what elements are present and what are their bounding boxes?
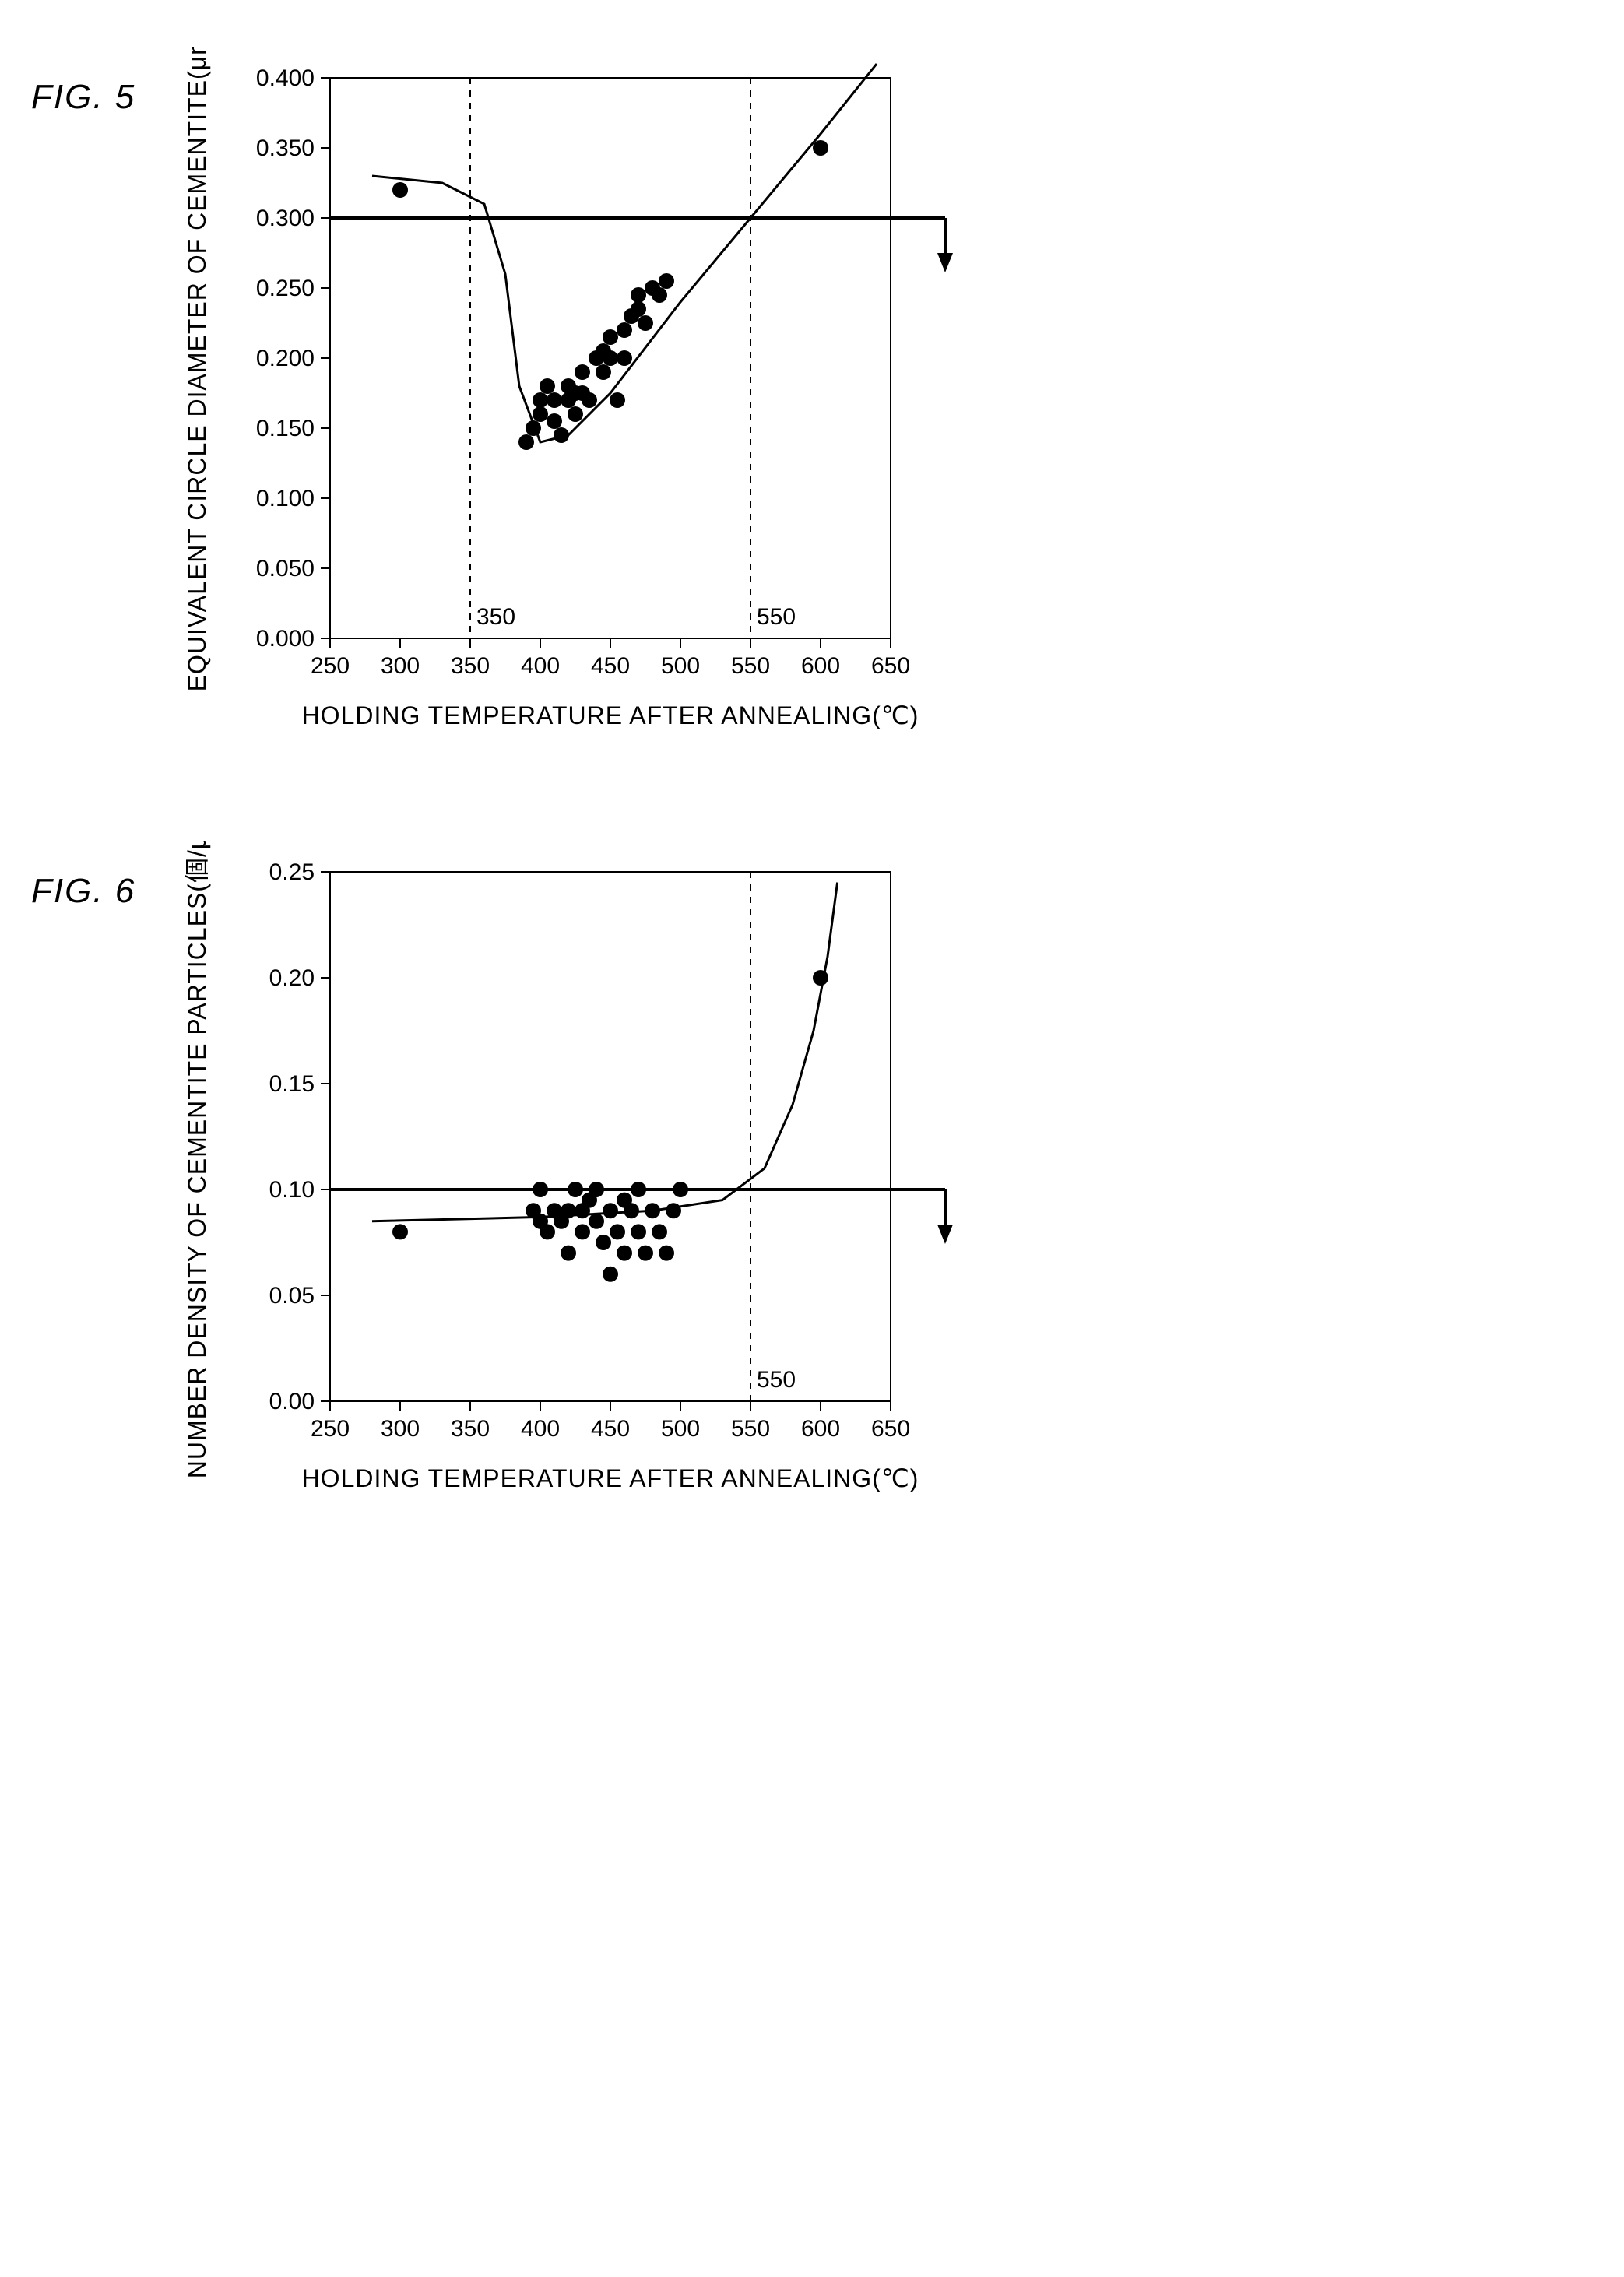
figure-6-label: FIG. 6 (31, 872, 135, 911)
svg-text:600: 600 (801, 1416, 840, 1442)
svg-text:250: 250 (311, 1416, 350, 1442)
svg-text:300: 300 (381, 653, 420, 679)
figure-5-chart: 2503003504004505005506006500.0000.0500.1… (167, 47, 984, 747)
svg-text:0.150: 0.150 (256, 416, 315, 441)
svg-text:250: 250 (311, 653, 350, 679)
svg-text:450: 450 (591, 653, 630, 679)
svg-text:0.000: 0.000 (256, 626, 315, 652)
svg-text:0.20: 0.20 (269, 965, 315, 991)
svg-text:350: 350 (451, 653, 490, 679)
svg-text:0.100: 0.100 (256, 486, 315, 511)
svg-text:550: 550 (731, 1416, 770, 1442)
svg-text:0.400: 0.400 (256, 65, 315, 91)
svg-text:600: 600 (801, 653, 840, 679)
figure-6-block: FIG. 6 2503003504004505005506006500.000.… (31, 841, 1593, 1510)
svg-text:HOLDING TEMPERATURE AFTER ANNE: HOLDING TEMPERATURE AFTER ANNEALING(℃) (302, 1464, 919, 1492)
svg-text:400: 400 (521, 1416, 560, 1442)
svg-text:0.200: 0.200 (256, 346, 315, 371)
svg-text:650: 650 (871, 1416, 910, 1442)
svg-text:550: 550 (757, 604, 796, 630)
svg-text:0.050: 0.050 (256, 556, 315, 582)
svg-text:350: 350 (476, 604, 515, 630)
svg-text:450: 450 (591, 1416, 630, 1442)
svg-text:500: 500 (661, 653, 700, 679)
svg-text:0.05: 0.05 (269, 1283, 315, 1309)
svg-text:500: 500 (661, 1416, 700, 1442)
svg-text:0.350: 0.350 (256, 135, 315, 161)
svg-text:550: 550 (757, 1367, 796, 1393)
svg-text:0.300: 0.300 (256, 206, 315, 231)
svg-text:0.15: 0.15 (269, 1071, 315, 1097)
svg-text:350: 350 (451, 1416, 490, 1442)
svg-text:300: 300 (381, 1416, 420, 1442)
svg-text:550: 550 (731, 653, 770, 679)
figure-5-block: FIG. 5 2503003504004505005506006500.0000… (31, 47, 1593, 747)
svg-text:0.00: 0.00 (269, 1389, 315, 1414)
svg-text:650: 650 (871, 653, 910, 679)
figure-5-svg: 2503003504004505005506006500.0000.0500.1… (167, 47, 984, 747)
svg-text:0.25: 0.25 (269, 859, 315, 885)
svg-text:HOLDING TEMPERATURE AFTER ANNE: HOLDING TEMPERATURE AFTER ANNEALING(℃) (302, 701, 919, 729)
svg-text:NUMBER DENSITY OF CEMENTITE PA: NUMBER DENSITY OF CEMENTITE PARTICLES(個/… (183, 841, 211, 1478)
figure-5-label: FIG. 5 (31, 78, 135, 117)
svg-text:400: 400 (521, 653, 560, 679)
svg-text:EQUIVALENT CIRCLE DIAMETER OF: EQUIVALENT CIRCLE DIAMETER OF CEMENTITE(… (183, 47, 211, 691)
figure-6-svg: 2503003504004505005506006500.000.050.100… (167, 841, 984, 1510)
svg-text:0.10: 0.10 (269, 1177, 315, 1203)
figure-6-chart: 2503003504004505005506006500.000.050.100… (167, 841, 984, 1510)
svg-text:0.250: 0.250 (256, 276, 315, 301)
